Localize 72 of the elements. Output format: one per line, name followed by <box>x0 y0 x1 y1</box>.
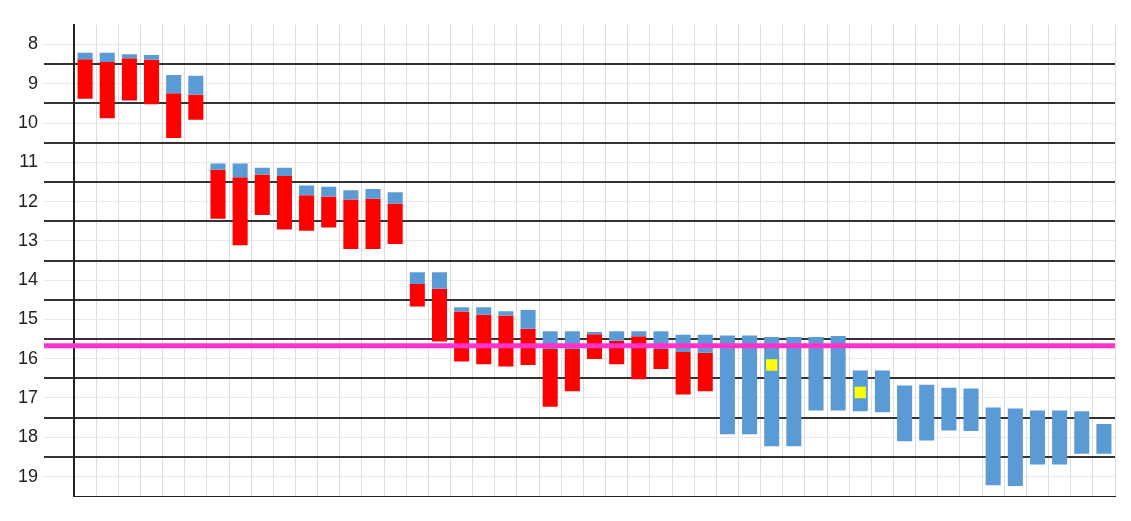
bar <box>564 348 580 392</box>
bar <box>387 192 403 204</box>
bar <box>321 186 337 197</box>
y-tick-label: 8 <box>28 33 39 54</box>
bar <box>874 370 890 413</box>
bar <box>343 190 359 200</box>
bar <box>941 387 957 431</box>
bar <box>365 198 381 250</box>
bar <box>1029 410 1046 465</box>
bar <box>409 284 425 307</box>
bar <box>276 176 292 230</box>
bar <box>121 54 137 59</box>
bar <box>985 407 1001 486</box>
bar <box>653 348 669 369</box>
bar <box>254 174 270 215</box>
bar <box>1096 423 1112 454</box>
y-tick-label: 18 <box>17 426 39 447</box>
bar <box>897 385 913 442</box>
bar <box>431 288 447 342</box>
bar <box>1052 410 1068 465</box>
bar <box>121 58 137 101</box>
bar <box>144 55 160 60</box>
bar <box>276 167 292 177</box>
bar <box>697 352 713 392</box>
bar <box>1007 408 1023 486</box>
bar <box>299 185 315 196</box>
bar <box>387 203 403 244</box>
y-tick-label: 17 <box>17 386 39 407</box>
y-tick-label: 11 <box>19 151 39 172</box>
bar <box>786 337 802 447</box>
bar <box>476 307 492 315</box>
bar <box>830 335 846 411</box>
bar <box>343 199 359 250</box>
bar <box>232 177 248 246</box>
bar <box>144 59 160 105</box>
y-tick-label: 15 <box>17 308 39 329</box>
y-tick-label: 13 <box>17 229 39 250</box>
bar <box>188 75 204 95</box>
bar <box>166 75 182 94</box>
bar <box>1074 411 1090 454</box>
bar <box>808 337 824 411</box>
bar <box>409 272 425 285</box>
bar <box>609 331 625 341</box>
bar <box>210 163 226 170</box>
bar <box>542 348 558 407</box>
bar <box>520 310 536 329</box>
bar <box>675 352 691 395</box>
bar <box>299 195 315 231</box>
y-tick-label: 16 <box>17 347 39 368</box>
bar <box>454 307 470 312</box>
bar <box>99 52 115 63</box>
y-tick-label: 14 <box>17 269 39 290</box>
bar <box>431 272 447 289</box>
bar <box>498 311 514 316</box>
bar <box>321 196 337 228</box>
bar <box>77 59 93 99</box>
y-tick-label: 19 <box>17 465 39 486</box>
bar <box>232 163 248 178</box>
bar <box>99 62 115 119</box>
bar <box>365 189 381 199</box>
y-tick-label: 10 <box>17 111 39 132</box>
y-tick-label: 9 <box>28 72 39 93</box>
bar <box>742 335 758 435</box>
bar <box>188 94 204 120</box>
bar <box>498 315 514 367</box>
bar <box>963 388 979 431</box>
bar <box>210 169 226 219</box>
bar <box>631 331 647 337</box>
bar <box>919 384 935 441</box>
bar <box>719 335 735 435</box>
y-tick-label: 12 <box>17 190 39 211</box>
bar <box>166 93 182 138</box>
